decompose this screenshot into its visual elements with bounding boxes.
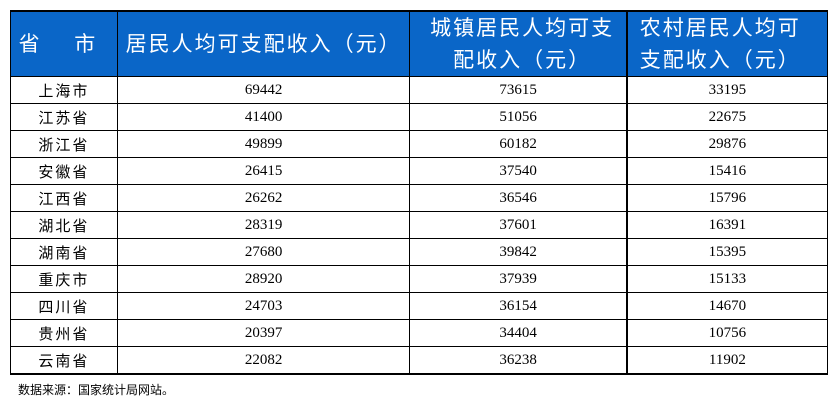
header-resident-income: 居民人均可支配收入（元）: [116, 10, 411, 77]
province-cell: 湖北省: [10, 211, 118, 239]
province-cell: 上海市: [10, 76, 118, 104]
resident-income-cell: 41400: [116, 103, 411, 131]
rural-income-cell: 15395: [626, 238, 828, 266]
table-row: 重庆市 28920 37939 15133: [10, 265, 828, 293]
header-rural-income: 农村居民人均可支配收入（元）: [626, 10, 828, 77]
data-source-note: 数据来源：国家统计局网站。: [18, 383, 175, 397]
resident-income-cell: 49899: [116, 130, 411, 158]
rural-income-cell: 15416: [626, 157, 828, 185]
province-cell: 江苏省: [10, 103, 118, 131]
table-row: 云南省 22082 36238 11902: [10, 346, 828, 375]
header-province: 省 市: [10, 10, 118, 77]
province-cell: 江西省: [10, 184, 118, 212]
resident-income-cell: 20397: [116, 319, 411, 347]
urban-income-cell: 36238: [409, 346, 628, 375]
rural-income-cell: 15133: [626, 265, 828, 293]
urban-income-cell: 34404: [409, 319, 628, 347]
province-cell: 贵州省: [10, 319, 118, 347]
resident-income-cell: 28920: [116, 265, 411, 293]
province-cell: 安徽省: [10, 157, 118, 185]
rural-income-cell: 16391: [626, 211, 828, 239]
province-cell: 湖南省: [10, 238, 118, 266]
rural-income-cell: 14670: [626, 292, 828, 320]
urban-income-cell: 60182: [409, 130, 628, 158]
rural-income-cell: 10756: [626, 319, 828, 347]
table-row: 上海市 69442 73615 33195: [10, 76, 828, 104]
urban-income-cell: 37540: [409, 157, 628, 185]
resident-income-cell: 22082: [116, 346, 411, 375]
table-row: 江西省 26262 36546 15796: [10, 184, 828, 212]
table-row: 浙江省 49899 60182 29876: [10, 130, 828, 158]
table-row: 贵州省 20397 34404 10756: [10, 319, 828, 347]
table-row: 安徽省 26415 37540 15416: [10, 157, 828, 185]
resident-income-cell: 26415: [116, 157, 411, 185]
urban-income-cell: 73615: [409, 76, 628, 104]
resident-income-cell: 24703: [116, 292, 411, 320]
resident-income-cell: 69442: [116, 76, 411, 104]
rural-income-cell: 11902: [626, 346, 828, 375]
header-row: 省 市 居民人均可支配收入（元） 城镇居民人均可支配收入（元） 农村居民人均可支…: [10, 10, 828, 77]
table-row: 湖北省 28319 37601 16391: [10, 211, 828, 239]
province-cell: 云南省: [10, 346, 118, 375]
province-cell: 四川省: [10, 292, 118, 320]
resident-income-cell: 28319: [116, 211, 411, 239]
urban-income-cell: 51056: [409, 103, 628, 131]
income-table: 省 市 居民人均可支配收入（元） 城镇居民人均可支配收入（元） 农村居民人均可支…: [10, 10, 828, 375]
table-row: 湖南省 27680 39842 15395: [10, 238, 828, 266]
province-cell: 浙江省: [10, 130, 118, 158]
rural-income-cell: 33195: [626, 76, 828, 104]
urban-income-cell: 39842: [409, 238, 628, 266]
table-row: 江苏省 41400 51056 22675: [10, 103, 828, 131]
resident-income-cell: 26262: [116, 184, 411, 212]
urban-income-cell: 37601: [409, 211, 628, 239]
province-cell: 重庆市: [10, 265, 118, 293]
urban-income-cell: 36546: [409, 184, 628, 212]
urban-income-cell: 36154: [409, 292, 628, 320]
urban-income-cell: 37939: [409, 265, 628, 293]
rural-income-cell: 15796: [626, 184, 828, 212]
rural-income-cell: 22675: [626, 103, 828, 131]
table-row: 四川省 24703 36154 14670: [10, 292, 828, 320]
rural-income-cell: 29876: [626, 130, 828, 158]
header-urban-income: 城镇居民人均可支配收入（元）: [409, 10, 628, 77]
resident-income-cell: 27680: [116, 238, 411, 266]
